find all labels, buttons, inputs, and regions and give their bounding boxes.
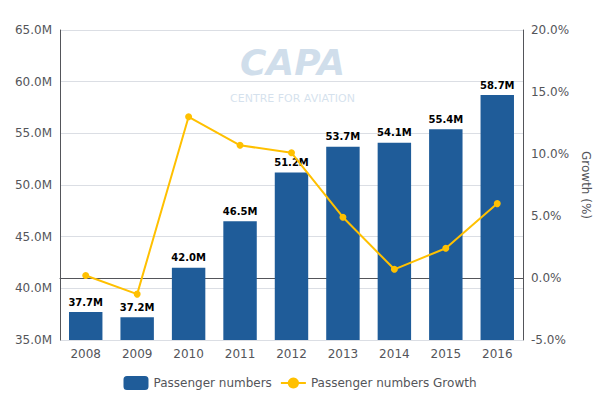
svg-text:2015: 2015 bbox=[431, 347, 462, 361]
svg-text:37.7M: 37.7M bbox=[68, 297, 103, 308]
svg-text:2013: 2013 bbox=[328, 347, 359, 361]
svg-text:CAPA: CAPA bbox=[240, 42, 345, 83]
svg-text:2016: 2016 bbox=[482, 347, 513, 361]
svg-text:35.0M: 35.0M bbox=[15, 333, 52, 347]
svg-text:37.2M: 37.2M bbox=[120, 302, 155, 313]
svg-text:55.4M: 55.4M bbox=[429, 114, 464, 125]
svg-text:50.0M: 50.0M bbox=[15, 178, 52, 192]
svg-text:42.0M: 42.0M bbox=[171, 252, 206, 263]
svg-text:2011: 2011 bbox=[225, 347, 256, 361]
svg-text:2008: 2008 bbox=[70, 347, 101, 361]
svg-text:2014: 2014 bbox=[379, 347, 410, 361]
svg-text:55.0M: 55.0M bbox=[15, 126, 52, 140]
svg-text:46.5M: 46.5M bbox=[223, 206, 258, 217]
svg-text:53.7M: 53.7M bbox=[326, 131, 361, 142]
svg-text:51.2M: 51.2M bbox=[274, 157, 309, 169]
svg-text:60.0M: 60.0M bbox=[15, 75, 52, 89]
svg-text:Passenger numbers: Passenger numbers bbox=[153, 376, 271, 390]
svg-text:2009: 2009 bbox=[122, 347, 153, 361]
svg-text:Growth (%): Growth (%) bbox=[579, 151, 593, 219]
svg-text:10.0%: 10.0% bbox=[531, 147, 569, 161]
svg-text:2010: 2010 bbox=[173, 347, 204, 361]
svg-text:0.0%: 0.0% bbox=[531, 271, 562, 285]
svg-text:2012: 2012 bbox=[276, 347, 307, 361]
svg-text:Passenger numbers Growth: Passenger numbers Growth bbox=[311, 376, 477, 390]
svg-text:CENTRE FOR AVIATION: CENTRE FOR AVIATION bbox=[230, 92, 355, 105]
svg-text:5.0%: 5.0% bbox=[531, 209, 562, 223]
svg-text:54.1M: 54.1M bbox=[377, 127, 412, 138]
svg-text:20.0%: 20.0% bbox=[531, 23, 569, 37]
svg-text:65.0M: 65.0M bbox=[15, 23, 52, 37]
svg-text:58.7M: 58.7M bbox=[480, 80, 515, 91]
svg-text:-5.0%: -5.0% bbox=[531, 333, 566, 347]
svg-text:40.0M: 40.0M bbox=[15, 281, 52, 295]
svg-text:45.0M: 45.0M bbox=[15, 230, 52, 244]
svg-text:15.0%: 15.0% bbox=[531, 85, 569, 99]
